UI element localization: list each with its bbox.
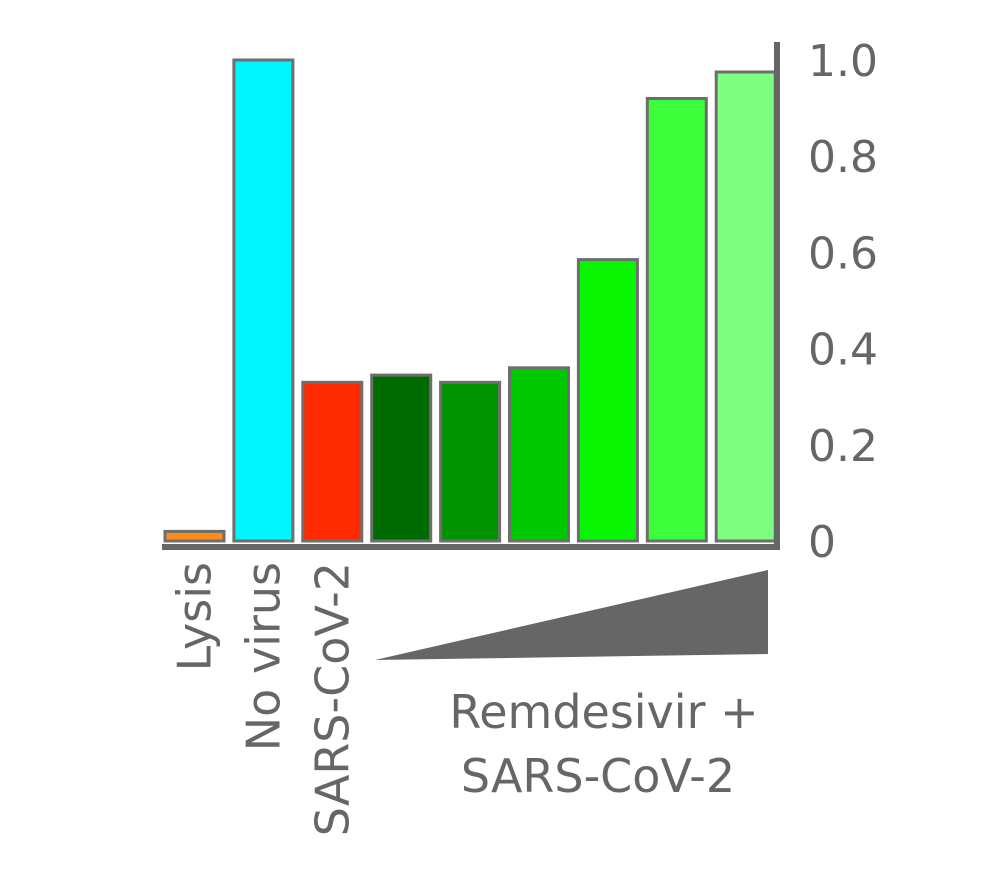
bar-8 bbox=[645, 97, 708, 543]
category-label: Lysis bbox=[168, 562, 222, 671]
bar-4 bbox=[370, 373, 433, 543]
bar-3 bbox=[301, 380, 364, 543]
bar-9 bbox=[714, 70, 777, 543]
bars-group bbox=[163, 58, 777, 543]
bar-5 bbox=[439, 380, 502, 543]
y-tick-label: 0.8 bbox=[808, 132, 878, 183]
y-tick-label: 1.0 bbox=[808, 36, 878, 87]
bar-2 bbox=[232, 58, 295, 543]
category-label: No virus bbox=[236, 562, 290, 751]
bar-7 bbox=[576, 258, 639, 543]
y-tick-label: 0.6 bbox=[808, 228, 878, 279]
dose-gradient-wedge bbox=[375, 570, 768, 660]
category-label: SARS-CoV-2 bbox=[305, 562, 359, 836]
y-tick-label: 0 bbox=[808, 517, 836, 568]
group-label-line1: Remdesivir + bbox=[449, 685, 758, 739]
y-tick-label: 0.4 bbox=[808, 325, 878, 376]
y-tick-label: 0.2 bbox=[808, 421, 878, 472]
y-tick-labels: 0 0.2 0.4 0.6 0.8 1.0 bbox=[808, 36, 878, 568]
bar-6 bbox=[508, 366, 570, 543]
category-labels: Lysis No virus SARS-CoV-2 bbox=[168, 562, 360, 836]
group-label-line2: SARS-CoV-2 bbox=[461, 749, 735, 803]
bar-1 bbox=[163, 529, 226, 543]
